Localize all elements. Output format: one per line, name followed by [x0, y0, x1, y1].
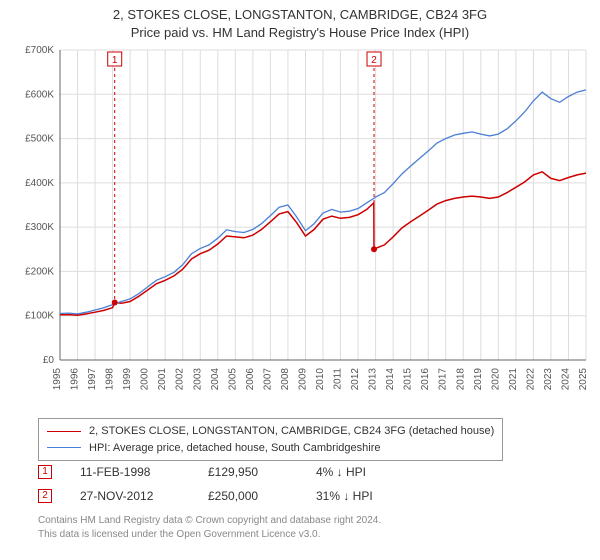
- footer-line1: Contains HM Land Registry data © Crown c…: [38, 514, 381, 528]
- svg-text:£0: £0: [43, 355, 55, 366]
- svg-text:2: 2: [371, 55, 377, 66]
- price-chart: £0 £100K £200K £300K £400K £500K £600K £700K 199…: [8, 44, 592, 404]
- svg-text:1995: 1995: [52, 368, 63, 391]
- svg-text:2014: 2014: [385, 368, 396, 391]
- sale-diff: 4% ↓ HPI: [316, 465, 406, 479]
- svg-text:2000: 2000: [140, 368, 151, 391]
- svg-text:2018: 2018: [455, 368, 466, 391]
- svg-text:2003: 2003: [192, 368, 203, 391]
- svg-text:£200K: £200K: [25, 266, 54, 277]
- svg-text:£500K: £500K: [25, 134, 54, 145]
- legend: 2, STOKES CLOSE, LONGSTANTON, CAMBRIDGE,…: [38, 418, 503, 461]
- svg-text:1997: 1997: [87, 368, 98, 391]
- chart-title-block: 2, STOKES CLOSE, LONGSTANTON, CAMBRIDGE,…: [0, 0, 600, 41]
- legend-swatch: [47, 431, 81, 432]
- svg-text:2020: 2020: [490, 368, 501, 391]
- svg-text:2004: 2004: [210, 368, 221, 391]
- footer-line2: This data is licensed under the Open Gov…: [38, 528, 381, 542]
- svg-text:2011: 2011: [333, 368, 344, 390]
- svg-text:1996: 1996: [70, 368, 81, 391]
- svg-text:2016: 2016: [420, 368, 431, 391]
- legend-swatch: [47, 447, 81, 448]
- svg-text:1: 1: [112, 55, 118, 66]
- svg-text:2013: 2013: [368, 368, 379, 391]
- legend-label: 2, STOKES CLOSE, LONGSTANTON, CAMBRIDGE,…: [89, 423, 494, 440]
- sales-table: 1 11-FEB-1998 £129,950 4% ↓ HPI 2 27-NOV-2012…: [38, 460, 406, 508]
- svg-text:2019: 2019: [473, 368, 484, 391]
- svg-text:2002: 2002: [175, 368, 186, 391]
- svg-text:2025: 2025: [578, 368, 589, 391]
- svg-text:£600K: £600K: [25, 89, 54, 100]
- svg-text:2007: 2007: [262, 368, 273, 391]
- svg-text:2001: 2001: [157, 368, 168, 391]
- svg-text:2024: 2024: [560, 368, 571, 391]
- svg-text:1999: 1999: [122, 368, 133, 391]
- sale-row: 1 11-FEB-1998 £129,950 4% ↓ HPI: [38, 460, 406, 484]
- sale-date: 27-NOV-2012: [80, 489, 180, 503]
- legend-row: HPI: Average price, detached house, Sout…: [47, 440, 494, 457]
- svg-text:£400K: £400K: [25, 178, 54, 189]
- title-address: 2, STOKES CLOSE, LONGSTANTON, CAMBRIDGE,…: [0, 6, 600, 24]
- svg-text:2008: 2008: [280, 368, 291, 391]
- sale-marker-2: 2: [38, 489, 52, 503]
- svg-text:2006: 2006: [245, 368, 256, 391]
- legend-label: HPI: Average price, detached house, Sout…: [89, 440, 380, 457]
- svg-text:2015: 2015: [403, 368, 414, 391]
- sale-diff: 31% ↓ HPI: [316, 489, 406, 503]
- sale-row: 2 27-NOV-2012 £250,000 31% ↓ HPI: [38, 484, 406, 508]
- svg-text:2021: 2021: [508, 368, 519, 391]
- svg-text:2010: 2010: [315, 368, 326, 391]
- svg-text:£700K: £700K: [25, 45, 54, 56]
- svg-text:2022: 2022: [525, 368, 536, 391]
- sale-marker-1: 1: [38, 465, 52, 479]
- sale-price: £250,000: [208, 489, 288, 503]
- sale-date: 11-FEB-1998: [80, 465, 180, 479]
- svg-text:2012: 2012: [350, 368, 361, 391]
- svg-text:2023: 2023: [543, 368, 554, 391]
- title-subtitle: Price paid vs. HM Land Registry's House …: [0, 24, 600, 42]
- svg-text:2005: 2005: [227, 368, 238, 391]
- footer-attribution: Contains HM Land Registry data © Crown c…: [38, 514, 381, 541]
- legend-row: 2, STOKES CLOSE, LONGSTANTON, CAMBRIDGE,…: [47, 423, 494, 440]
- svg-text:2017: 2017: [438, 368, 449, 391]
- svg-text:2009: 2009: [297, 368, 308, 391]
- svg-text:£300K: £300K: [25, 222, 54, 233]
- svg-text:1998: 1998: [105, 368, 116, 391]
- svg-text:£100K: £100K: [25, 311, 54, 322]
- sale-price: £129,950: [208, 465, 288, 479]
